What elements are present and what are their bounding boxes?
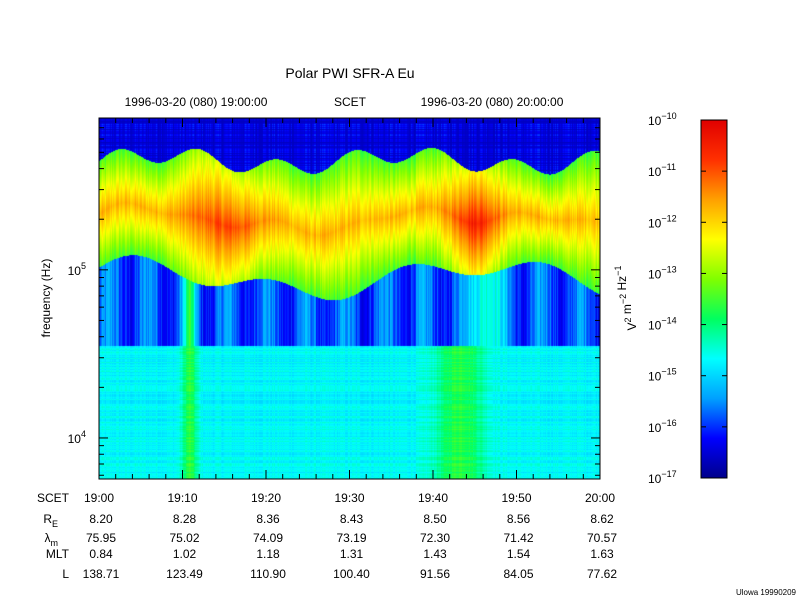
chart-title: Polar PWI SFR-A Eu bbox=[285, 65, 414, 81]
ephemeris-cell: 91.56 bbox=[420, 567, 450, 581]
colorbar-tick-label: 10−14 bbox=[648, 316, 677, 333]
ephemeris-cell: 75.95 bbox=[86, 531, 116, 545]
ephemeris-cell: 77.62 bbox=[587, 567, 617, 581]
ephemeris-cell: 1.02 bbox=[173, 547, 197, 561]
y-axis-ticks: 104 105 bbox=[68, 117, 600, 476]
colorbar-tick-label: 10−12 bbox=[648, 213, 677, 230]
time-header-mid: SCET bbox=[334, 95, 367, 109]
time-header-start: 1996-03-20 (080) 19:00:00 bbox=[125, 95, 268, 109]
colorbar-tick-label: 10−13 bbox=[648, 264, 677, 281]
ephemeris-cell: 100.40 bbox=[333, 567, 370, 581]
ephemeris-cell: 19:20 bbox=[251, 491, 281, 505]
spectrogram-image bbox=[99, 118, 600, 479]
time-header-end: 1996-03-20 (080) 20:00:00 bbox=[421, 95, 564, 109]
y-tick-label: 105 bbox=[68, 261, 86, 278]
ephemeris-cell: 8.28 bbox=[173, 512, 197, 526]
credit-text: Ulowa 19990209 bbox=[736, 588, 797, 597]
ephemeris-table: SCET 19:00 19:10 19:20 19:30 19:40 19:50 20:00 R… bbox=[37, 491, 617, 581]
colorbar-tick-label: 10−17 bbox=[648, 469, 677, 486]
ephemeris-cell: 8.20 bbox=[89, 512, 113, 526]
spectrogram-raster bbox=[99, 118, 600, 479]
ephemeris-cell: 19:50 bbox=[501, 491, 531, 505]
ephemeris-row-label: λm bbox=[45, 531, 59, 548]
ephemeris-cell: 1.18 bbox=[256, 547, 280, 561]
ephemeris-row-label: RE bbox=[43, 512, 58, 529]
ephemeris-cell: 138.71 bbox=[83, 567, 120, 581]
ephemeris-cell: 8.62 bbox=[590, 512, 614, 526]
ephemeris-cell: 19:30 bbox=[334, 491, 364, 505]
ephemeris-row-label: L bbox=[62, 567, 69, 581]
colorbar-tick-label: 10−15 bbox=[648, 367, 677, 384]
ephemeris-cell: 75.02 bbox=[169, 531, 199, 545]
ephemeris-cell: 72.30 bbox=[420, 531, 450, 545]
ephemeris-cell: 74.09 bbox=[253, 531, 283, 545]
ephemeris-cell: 70.57 bbox=[587, 531, 617, 545]
ephemeris-cell: 1.54 bbox=[507, 547, 531, 561]
ephemeris-cell: 1.43 bbox=[423, 547, 447, 561]
ephemeris-cell: 73.19 bbox=[336, 531, 366, 545]
colorbar bbox=[700, 119, 728, 479]
colorbar-ticks: 10−10 10−11 10−12 10−13 10−14 10−15 10−16 10−17 bbox=[648, 111, 727, 486]
colorbar-tick-label: 10−11 bbox=[648, 162, 676, 179]
ephemeris-cell: 20:00 bbox=[585, 491, 615, 505]
ephemeris-cell: 19:40 bbox=[418, 491, 448, 505]
ephemeris-cell: 84.05 bbox=[503, 567, 533, 581]
ephemeris-cell: 19:10 bbox=[167, 491, 197, 505]
ephemeris-cell: 19:00 bbox=[84, 491, 114, 505]
ephemeris-cell: 8.36 bbox=[256, 512, 280, 526]
ephemeris-cell: 8.43 bbox=[340, 512, 364, 526]
y-tick-label: 104 bbox=[68, 429, 86, 446]
ephemeris-row-label: SCET bbox=[37, 491, 70, 505]
ephemeris-cell: 110.90 bbox=[250, 567, 286, 581]
ephemeris-row-label: MLT bbox=[46, 547, 70, 561]
colorbar-label: V2 m−2 Hz−1 bbox=[613, 266, 639, 331]
y-axis-label: frequency (Hz) bbox=[39, 259, 53, 338]
colorbar-tick-label: 10−10 bbox=[648, 111, 677, 128]
colorbar-tick-label: 10−16 bbox=[648, 418, 677, 435]
ephemeris-cell: 71.42 bbox=[503, 531, 533, 545]
ephemeris-cell: 8.50 bbox=[423, 512, 447, 526]
ephemeris-cell: 1.31 bbox=[340, 547, 364, 561]
x-axis-ticks bbox=[98, 118, 601, 479]
ephemeris-cell: 1.63 bbox=[590, 547, 614, 561]
ephemeris-cell: 0.84 bbox=[89, 547, 113, 561]
ephemeris-cell: 8.56 bbox=[507, 512, 531, 526]
ephemeris-cell: 123.49 bbox=[166, 567, 203, 581]
